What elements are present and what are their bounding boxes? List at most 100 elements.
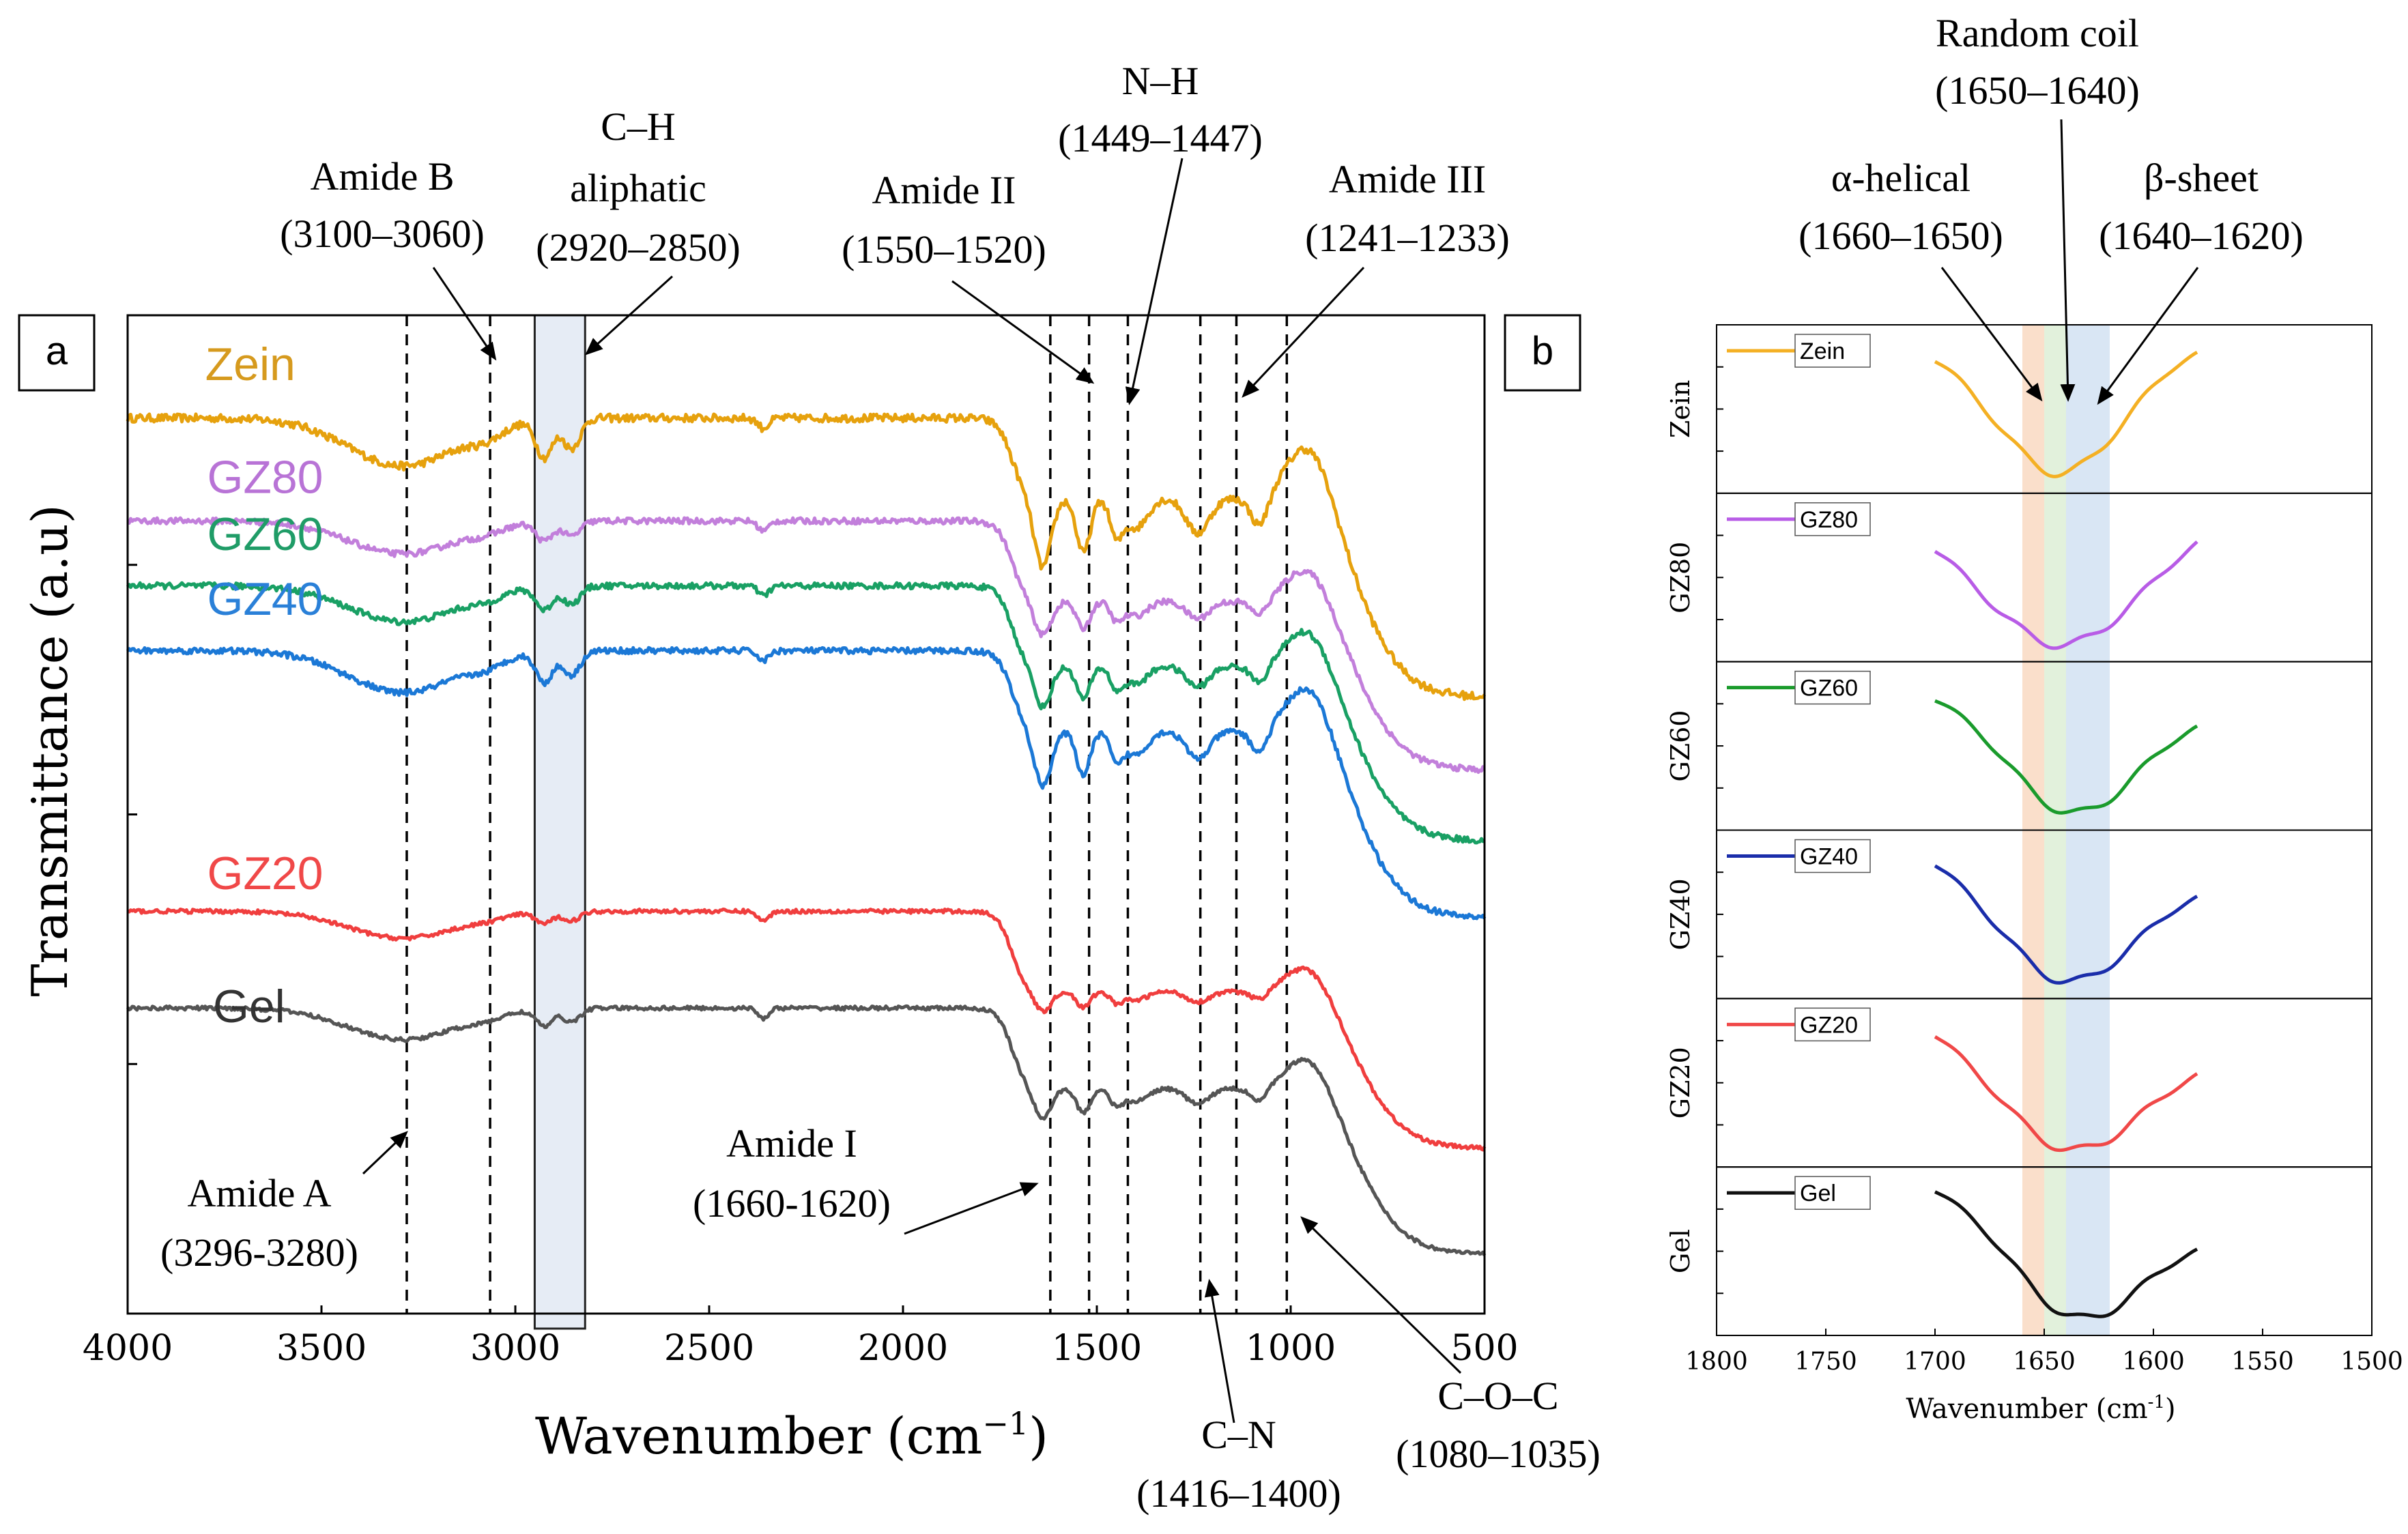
arrow-random-coil <box>2060 119 2076 402</box>
series-line-gz40 <box>126 646 1487 921</box>
series-line-b-gz40 <box>1934 864 2198 985</box>
panel-a: 4000 3500 3000 2500 2000 1500 1000 500 a Wavenu… <box>18 59 1601 1516</box>
series-line-b-zein <box>1934 351 2198 478</box>
series-label-gz40: GZ40 <box>207 573 323 625</box>
b-x-tick-label-1600: 1600 <box>2122 1348 2185 1376</box>
legend-label-gel: Gel <box>1800 1181 1836 1206</box>
arrow-coc <box>1300 1216 1462 1374</box>
annotation-ch-sub: aliphatic <box>570 166 706 210</box>
arrow-ch <box>585 275 674 356</box>
annotation-nh-name: N–H <box>1122 59 1199 103</box>
panel-b-label: b <box>1532 329 1553 373</box>
legend-label-gz20: GZ20 <box>1800 1012 1858 1038</box>
legend-label-gz40: GZ40 <box>1800 844 1858 870</box>
series-line-b-gz60 <box>1934 699 2198 815</box>
series-line-gz60 <box>126 581 1485 845</box>
annotation-random-coil-name: Random coil <box>1936 11 2139 55</box>
arrow-cn <box>1204 1279 1235 1423</box>
x-tick-label-3500: 3500 <box>276 1328 367 1369</box>
b-x-tick-label-1550: 1550 <box>2231 1348 2294 1376</box>
annotation-amide-i-range: (1660-1620) <box>693 1181 891 1226</box>
x-tick-label-1500: 1500 <box>1052 1328 1142 1369</box>
arrow-amide-a <box>362 1131 408 1175</box>
series-line-b-gel <box>1934 1190 2198 1318</box>
panel-b-xlabel: Wavenumber (cm-1) <box>1906 1392 2175 1425</box>
series-label-gel: Gel <box>213 981 285 1032</box>
annotation-nh-range: (1449–1447) <box>1058 116 1263 160</box>
annotation-random-coil-range: (1650–1640) <box>1935 68 2140 113</box>
annotation-amide-i-name: Amide I <box>726 1121 857 1166</box>
annotation-alpha-helical-name: α-helical <box>1831 156 1970 200</box>
legend-label-zein: Zein <box>1800 338 1845 364</box>
annotation-coc-name: C–O–C <box>1437 1374 1558 1418</box>
b-x-tick-label-1500: 1500 <box>2340 1348 2403 1376</box>
arrow-amide-b <box>432 267 497 361</box>
panel-b-label-box <box>1504 314 1581 392</box>
panel-a-label-box <box>18 314 96 392</box>
subpanel-side-label-gz40: GZ40 <box>1665 878 1695 950</box>
b-x-tick-label-1700: 1700 <box>1904 1348 1966 1376</box>
series-line-b-gz80 <box>1934 540 2198 650</box>
x-tick-label-2500: 2500 <box>664 1328 754 1369</box>
legend-box-gz40 <box>1794 839 1871 873</box>
series-label-gz20: GZ20 <box>207 848 323 899</box>
arrow-nh <box>1125 158 1184 405</box>
x-tick-label-500: 500 <box>1450 1328 1518 1369</box>
subpanel-side-label-zein: Zein <box>1665 380 1695 439</box>
legend-box-gz60 <box>1794 670 1871 705</box>
subpanel-side-label-gel: Gel <box>1665 1229 1695 1273</box>
annotation-amide-b-name: Amide B <box>310 154 454 199</box>
annotation-ch-name: C–H <box>601 104 676 149</box>
annotation-amide-iii-name: Amide III <box>1329 157 1486 201</box>
x-tick-label-1000: 1000 <box>1246 1328 1336 1369</box>
subpanel-side-label-gz60: GZ60 <box>1665 710 1695 782</box>
arrow-alpha-helical <box>1940 267 2043 402</box>
annotation-beta-sheet-range: (1640–1620) <box>2099 214 2304 258</box>
series-line-gz20 <box>126 908 1487 1152</box>
panel-a-label: a <box>46 329 68 373</box>
annotation-amide-iii-range: (1241–1233) <box>1305 216 1510 260</box>
annotation-amide-ii-range: (1550–1520) <box>842 227 1046 272</box>
series-label-gz80: GZ80 <box>207 451 323 503</box>
x-tick-label-2000: 2000 <box>858 1328 948 1369</box>
legend-label-gz80: GZ80 <box>1800 507 1858 533</box>
series-line-b-gz20 <box>1934 1035 2198 1153</box>
arrow-amide-ii <box>951 280 1095 384</box>
b-x-tick-label-1800: 1800 <box>1685 1348 1748 1376</box>
panel-b: b Zein Zein GZ80 GZ80 GZ60 GZ60 GZ40 GZ40 GZ20 GZ… <box>1504 11 2403 1425</box>
annotation-amide-ii-name: Amide II <box>872 168 1016 212</box>
annotation-coc-range: (1080–1035) <box>1396 1432 1601 1476</box>
panel-a-ylabel: Transmittance (a.u) <box>21 504 78 996</box>
arrow-amide-iii <box>1242 266 1365 398</box>
arrow-beta-sheet <box>2097 267 2199 405</box>
annotation-beta-sheet-name: β-sheet <box>2144 156 2259 200</box>
annotation-ch-range: (2920–2850) <box>536 225 741 270</box>
annotation-cn-range: (1416–1400) <box>1136 1471 1341 1516</box>
x-tick-label-3000: 3000 <box>470 1328 560 1369</box>
b-x-tick-label-1750: 1750 <box>1794 1348 1857 1376</box>
annotation-amide-b-range: (3100–3060) <box>280 212 485 256</box>
legend-box-gz20 <box>1794 1007 1871 1042</box>
x-tick-label-4000: 4000 <box>83 1328 173 1369</box>
series-line-gel <box>126 1004 1487 1256</box>
annotation-alpha-helical-range: (1660–1650) <box>1798 214 2003 258</box>
subpanel-side-label-gz80: GZ80 <box>1665 542 1695 613</box>
panel-a-xlabel: Wavenumber (cm−1) <box>535 1405 1048 1466</box>
annotation-amide-a-name: Amide A <box>187 1171 331 1215</box>
series-label-gz60: GZ60 <box>207 508 323 560</box>
b-x-tick-label-1650: 1650 <box>2013 1348 2076 1376</box>
series-line-gz80 <box>127 516 1486 775</box>
legend-label-gz60: GZ60 <box>1800 676 1858 701</box>
ch-aliphatic-band <box>533 314 586 1330</box>
legend-box-zein <box>1794 334 1871 368</box>
arrow-amide-i <box>904 1182 1039 1235</box>
legend-box-gel <box>1794 1176 1871 1210</box>
subpanel-side-label-gz20: GZ20 <box>1665 1047 1695 1118</box>
series-line-zein <box>126 412 1487 701</box>
series-label-zein: Zein <box>205 338 296 390</box>
annotation-amide-a-range: (3296-3280) <box>160 1230 358 1275</box>
annotation-cn-name: C–N <box>1201 1413 1276 1457</box>
legend-box-gz80 <box>1794 502 1871 536</box>
